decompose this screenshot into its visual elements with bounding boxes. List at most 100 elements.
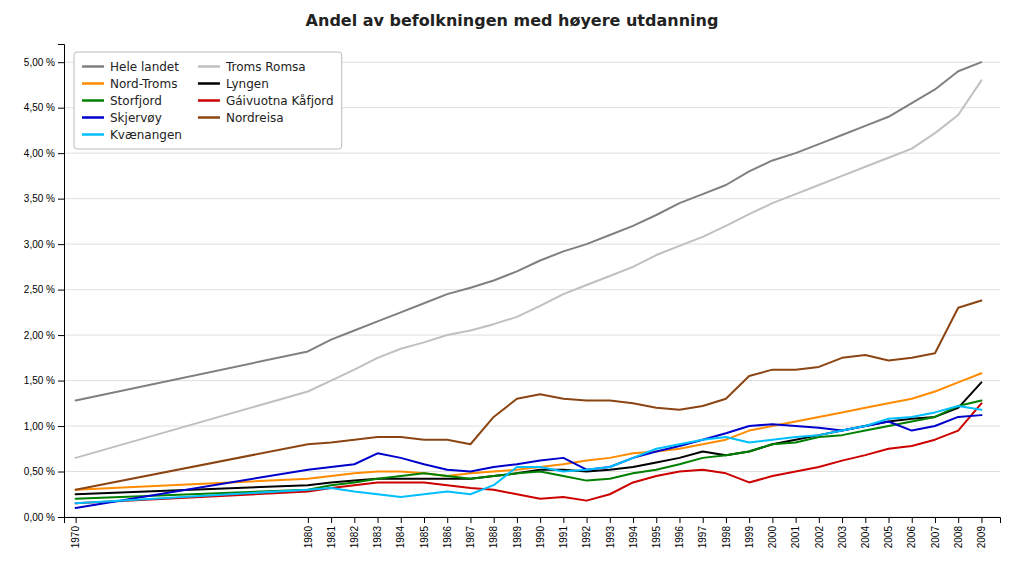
tick-label: 4,00 % xyxy=(24,148,55,159)
tick-mark xyxy=(796,517,797,523)
tick: 1992 xyxy=(581,517,592,548)
tick: 1988 xyxy=(488,517,499,548)
tick-label: 1993 xyxy=(605,526,616,549)
tick: 2002 xyxy=(814,517,825,548)
legend-label: Nordreisa xyxy=(226,111,284,125)
tick-label: 2002 xyxy=(814,526,825,549)
tick: 1997 xyxy=(697,517,708,548)
tick-label: 1980 xyxy=(303,526,314,549)
legend-label: Kvænangen xyxy=(110,128,182,142)
tick: 1990 xyxy=(535,517,546,548)
legend-swatch xyxy=(198,65,220,68)
tick: 1993 xyxy=(605,517,616,548)
legend-item: Skjervøy xyxy=(82,111,162,125)
legend: Hele landet Troms Romsa Nord-Troms Lyngen St… xyxy=(74,52,342,149)
grid-line xyxy=(64,153,1000,154)
tick-mark xyxy=(308,517,309,523)
legend-label: Lyngen xyxy=(226,77,269,91)
axis-line xyxy=(58,45,65,518)
tick-mark xyxy=(540,517,541,523)
tick-label: 0,50 % xyxy=(24,466,55,477)
tick: 4,00 % xyxy=(24,148,64,159)
tick: 1984 xyxy=(395,517,406,548)
legend-swatch xyxy=(82,65,104,68)
legend-label: Troms Romsa xyxy=(225,60,306,74)
tick: 2004 xyxy=(860,517,871,548)
series-line xyxy=(76,401,982,499)
x-axis: 1970198019811982198319841985198619871988… xyxy=(65,517,1001,548)
tick-label: 4,50 % xyxy=(24,102,55,113)
legend-label: Storfjord xyxy=(110,94,162,108)
tick-mark xyxy=(889,517,890,523)
tick: 2009 xyxy=(976,517,987,548)
tick-mark xyxy=(772,517,773,523)
tick: 1985 xyxy=(419,517,430,548)
tick-mark xyxy=(58,290,64,291)
tick-label: 1990 xyxy=(535,526,546,549)
tick: 0,50 % xyxy=(24,466,64,477)
series-line xyxy=(76,403,982,503)
tick-label: 1,00 % xyxy=(24,421,55,432)
tick-label: 1,50 % xyxy=(24,375,55,386)
tick-mark xyxy=(378,517,379,523)
tick-mark xyxy=(58,62,64,63)
tick: 3,50 % xyxy=(24,193,64,204)
tick-label: 1985 xyxy=(419,526,430,549)
legend-item: Nord-Troms xyxy=(82,77,177,91)
legend-item: Nordreisa xyxy=(198,111,284,125)
legend-item: Hele landet xyxy=(82,60,179,74)
tick-mark xyxy=(58,517,64,518)
tick-mark xyxy=(447,517,448,523)
tick-label: 2009 xyxy=(976,526,987,549)
tick-mark xyxy=(865,517,866,523)
tick: 1995 xyxy=(651,517,662,548)
tick-label: 3,50 % xyxy=(24,193,55,204)
tick: 2006 xyxy=(906,517,917,548)
tick-label: 2,50 % xyxy=(24,284,55,295)
series-line xyxy=(76,301,982,490)
tick: 1982 xyxy=(349,517,360,548)
y-axis: 0,00 %0,50 %1,00 %1,50 %2,00 %2,50 %3,00… xyxy=(24,45,65,523)
tick-label: 1981 xyxy=(326,526,337,549)
tick: 2003 xyxy=(837,517,848,548)
tick-label: 2001 xyxy=(790,526,801,549)
legend-swatch xyxy=(82,99,104,102)
tick-mark xyxy=(679,517,680,523)
tick: 1999 xyxy=(744,517,755,548)
legend-swatch xyxy=(82,133,104,136)
legend-swatch xyxy=(82,82,104,85)
tick: 1996 xyxy=(674,517,685,548)
tick-label: 2006 xyxy=(906,526,917,549)
tick-label: 1986 xyxy=(442,526,453,549)
tick-mark xyxy=(58,244,64,245)
tick-mark xyxy=(517,517,518,523)
tick-mark xyxy=(935,517,936,523)
tick-label: 1996 xyxy=(674,526,685,549)
tick: 1,00 % xyxy=(24,421,64,432)
legend-item: Gáivuotna Kåfjord xyxy=(198,94,334,108)
grid-line xyxy=(64,244,1000,245)
tick: 5,00 % xyxy=(24,57,64,68)
tick-label: 5,00 % xyxy=(24,57,55,68)
tick: 2008 xyxy=(953,517,964,548)
legend-item: Storfjord xyxy=(82,94,162,108)
tick: 1989 xyxy=(512,517,523,548)
legend-box xyxy=(74,52,342,149)
tick-label: 1994 xyxy=(628,526,639,549)
tick-mark xyxy=(58,335,64,336)
tick-label: 1992 xyxy=(581,526,592,549)
tick-mark xyxy=(842,517,843,523)
tick-mark xyxy=(331,517,332,523)
tick-label: 0,00 % xyxy=(24,512,55,523)
tick-label: 2,00 % xyxy=(24,330,55,341)
tick-mark xyxy=(401,517,402,523)
legend-label: Gáivuotna Kåfjord xyxy=(226,94,334,108)
tick-mark xyxy=(58,108,64,109)
tick-mark xyxy=(58,472,64,473)
tick: 2,50 % xyxy=(24,284,64,295)
tick-label: 1989 xyxy=(512,526,523,549)
tick-mark xyxy=(610,517,611,523)
legend-label: Skjervøy xyxy=(110,111,162,125)
tick-mark xyxy=(819,517,820,523)
legend-swatch xyxy=(198,82,220,85)
